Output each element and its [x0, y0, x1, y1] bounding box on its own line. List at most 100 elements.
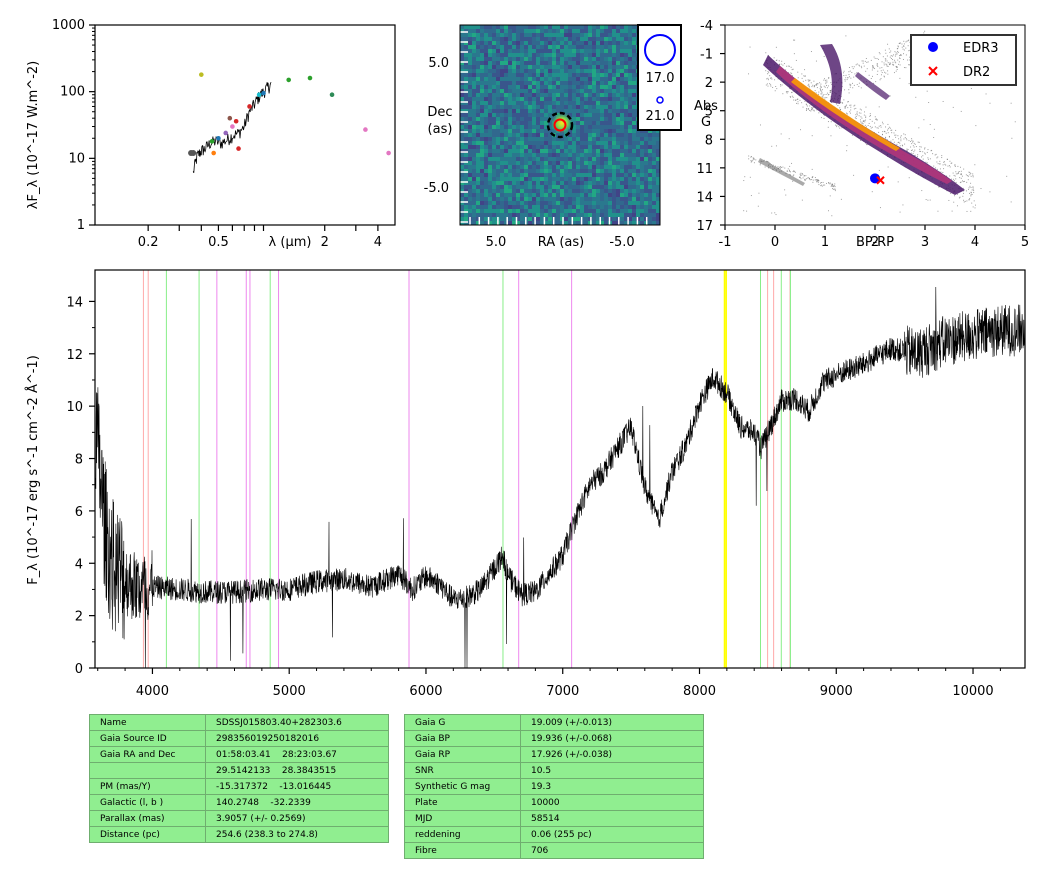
info-table-value: 3.9057 (+/- 0.2569)	[205, 810, 389, 827]
dr2-point	[876, 176, 885, 185]
info-table-key: PM (mas/Y)	[89, 778, 206, 795]
info-table-key: Galactic (l, b )	[89, 794, 206, 811]
hr-y-tick-label: 14	[696, 190, 713, 205]
info-table-row: MJD 58514	[404, 810, 704, 827]
spectrum-x-tick-label: 6000	[409, 684, 442, 699]
info-table-value: 298356019250182016	[205, 730, 389, 747]
sed-point	[211, 150, 216, 156]
sed-frame	[94, 24, 396, 226]
hr-x-tick-label: 0	[771, 235, 779, 250]
hr-density	[743, 30, 1016, 217]
hr-x-axis-label: BP-RP	[856, 235, 894, 250]
info-table-value: 19.3	[520, 778, 704, 795]
image-y-tick-label: -5.0	[424, 181, 449, 196]
spectrum-y-axis-label: F_λ (10^-17 erg s^-1 cm^-2 Å^-1)	[25, 355, 41, 585]
spectrum-y-tick-label: 0	[75, 662, 83, 677]
info-table-value: 10.5	[520, 762, 704, 779]
white-dwarf-sequence	[758, 158, 805, 186]
sed-point	[307, 75, 313, 81]
legend-label-small: 21.0	[646, 109, 675, 124]
spectrum-x-tick-label: 9000	[820, 684, 853, 699]
legend-label-large: 17.0	[646, 71, 675, 86]
hr-frame	[724, 24, 1026, 226]
hr-x-tick-label: 2	[871, 235, 879, 250]
info-table-key	[89, 762, 206, 779]
hr-legend	[910, 34, 1017, 86]
hr-y-tick-label: 11	[696, 162, 713, 177]
legend-circle-small	[656, 96, 664, 104]
edr3-point	[870, 173, 880, 184]
info-table-key: Distance (pc)	[89, 826, 206, 843]
hr-x-tick-label: 5	[1021, 235, 1029, 250]
info-table-key: Synthetic G mag	[404, 778, 521, 795]
info-table-key: Gaia BP	[404, 730, 521, 747]
spectrum-x-tick-label: 7000	[546, 684, 579, 699]
hr-y-tick-label: -1	[700, 48, 713, 63]
spectrum-y-tick-label: 10	[66, 400, 83, 415]
sed-x-tick-label: 2	[321, 235, 329, 250]
info-table-value: -15.317372 -13.016445	[205, 778, 389, 795]
sed-point	[247, 104, 252, 109]
info-table-row: PM (mas/Y) -15.317372 -13.016445	[89, 778, 389, 795]
info-table-key: SNR	[404, 762, 521, 779]
info-table-value: SDSSJ015803.40+282303.6	[205, 714, 389, 731]
aperture-circle	[546, 111, 574, 139]
spectrum-y-tick-label: 2	[75, 610, 83, 625]
legend-label-dr2: DR2	[963, 65, 990, 80]
spectrum-x-tick-label: 10000	[952, 684, 993, 699]
info-table-key: MJD	[404, 810, 521, 827]
hr-y-tick-label: 8	[705, 133, 713, 148]
hr-x-tick-label: 1	[821, 235, 829, 250]
spectrum-x-tick-label: 8000	[683, 684, 716, 699]
info-table-row: Gaia RP 17.926 (+/-0.038)	[404, 746, 704, 763]
hr-y-tick-label: -4	[700, 19, 713, 34]
sed-point	[261, 90, 266, 96]
spectrum-y-tick-label: 4	[75, 557, 83, 572]
sed-point	[286, 77, 291, 83]
hr-x-tick-label: 3	[921, 235, 929, 250]
spectrum-y-tick-label: 12	[66, 348, 83, 363]
hr-y-axis-label-line1: Abs	[694, 99, 718, 114]
sed-point	[227, 115, 233, 121]
sed-point	[256, 92, 262, 98]
info-table-value: 58514	[520, 810, 704, 827]
info-table-key: Gaia RP	[404, 746, 521, 763]
hr-x-tick-label: -1	[719, 235, 732, 250]
legend-label-edr3: EDR3	[963, 41, 999, 56]
info-table-row: Fibre 706	[404, 842, 704, 859]
sed-y-tick-label: 10	[68, 151, 85, 166]
info-table-row: Gaia BP 19.936 (+/-0.068)	[404, 730, 704, 747]
sed-point	[216, 135, 221, 141]
info-table-value: 19.009 (+/-0.013)	[520, 714, 704, 731]
info-table-row: Plate 10000	[404, 794, 704, 811]
hr-y-tick-label: 17	[696, 219, 713, 234]
info-table-row: Gaia Source ID 298356019250182016	[89, 730, 389, 747]
image-y-tick-label: 5.0	[428, 56, 449, 71]
info-table-left: Name SDSSJ015803.40+282303.6 Gaia Source I…	[89, 714, 389, 843]
sed-point	[329, 92, 335, 98]
sed-point	[199, 72, 204, 77]
info-table-key: Gaia G	[404, 714, 521, 731]
sed-point	[223, 130, 229, 136]
sed-point	[386, 150, 391, 156]
info-table-row: Synthetic G mag 19.3	[404, 778, 704, 795]
image-x-axis-label: RA (as)	[538, 235, 584, 250]
sed-y-axis-label: λF_λ (10^-17 W.m^-2)	[26, 61, 41, 209]
sed-x-tick-label: 0.5	[208, 235, 229, 250]
hr-y-tick-label: 5	[705, 105, 713, 120]
sed-x-tick-label: 0.2	[138, 235, 159, 250]
info-table-value: 29.5142133 28.3843515	[205, 762, 389, 779]
sed-point	[236, 146, 241, 151]
info-table-row: Gaia RA and Dec 01:58:03.41 28:23:03.67	[89, 746, 389, 763]
spectrum-curve	[95, 286, 1025, 668]
info-table-row: 29.5142133 28.3843515	[89, 762, 389, 779]
image-x-tick-label: 5.0	[486, 235, 507, 250]
sed-y-tick-label: 1000	[52, 18, 85, 33]
hr-y-tick-label: 2	[705, 76, 713, 91]
spectrum-y-tick-label: 14	[66, 295, 83, 310]
info-table-row: Galactic (l, b ) 140.2748 -32.2339	[89, 794, 389, 811]
info-table-value: 01:58:03.41 28:23:03.67	[205, 746, 389, 763]
info-table-key: Name	[89, 714, 206, 731]
